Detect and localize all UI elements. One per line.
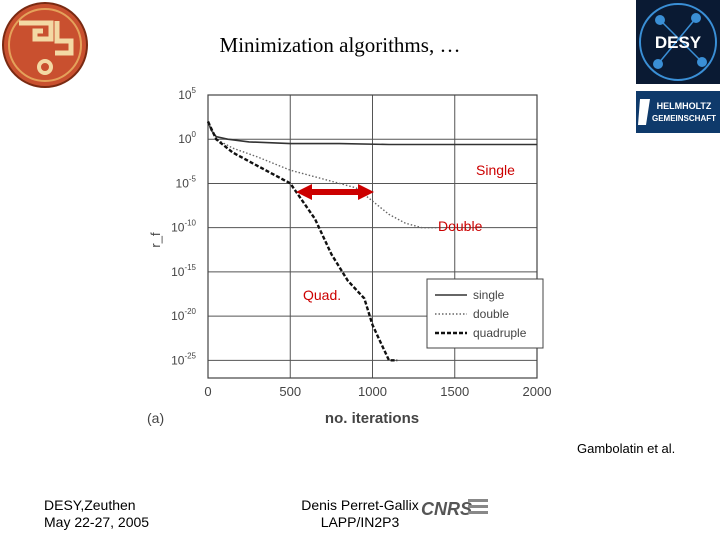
chart-xlabel: no. iterations	[325, 410, 419, 427]
y-tick-label: 10-20	[171, 307, 196, 323]
x-tick-label: 1000	[358, 384, 387, 399]
series-line-double	[207, 121, 439, 229]
legend-box	[426, 278, 544, 349]
legend-label-single: single	[473, 288, 505, 302]
footer-venue: DESY,Zeuthen May 22-27, 2005	[44, 497, 149, 531]
y-tick-label: 105	[178, 86, 196, 102]
chart-annotations: Single Double Quad.	[296, 162, 515, 303]
footer-author-line2: LAPP/IN2P3	[320, 514, 400, 530]
y-tick-label: 10-15	[171, 263, 196, 279]
desy-logo: DESY	[636, 0, 720, 84]
desy-logo-text: DESY	[655, 33, 702, 52]
chart-ylabel: r_f	[148, 232, 163, 248]
chart-legend: single double quadruple	[426, 278, 544, 349]
footer-author: Denis Perret-Gallix LAPP/IN2P3	[300, 497, 420, 531]
y-tick-label: 100	[178, 130, 196, 146]
x-tick-label: 1500	[440, 384, 469, 399]
legend-label-quadruple: quadruple	[473, 326, 527, 340]
x-tick-label: 2000	[523, 384, 552, 399]
plot-frame	[207, 94, 538, 379]
figure-credit: Gambolatin et al.	[577, 441, 676, 456]
slide-title: Minimization algorithms, …	[219, 33, 461, 57]
chart-ticks: 0 500 1000 1500 2000 105 100 10-5 10-10 10-15 10-2…	[171, 86, 551, 399]
helmholtz-logo-line2: GEMEINSCHAFT	[652, 114, 716, 123]
chart-panel-label: (a)	[147, 410, 164, 426]
x-tick-label: 500	[279, 384, 301, 399]
y-tick-label: 10-5	[176, 174, 197, 190]
cnrs-logo-text: CNRS	[421, 499, 472, 519]
annotation-single: Single	[476, 162, 515, 178]
chart-axes	[207, 94, 538, 379]
series-line-quadruple	[206, 120, 398, 362]
footer-venue-line1: DESY,Zeuthen	[44, 497, 136, 513]
annotation-quad: Quad.	[303, 287, 341, 303]
y-tick-label: 10-10	[171, 219, 196, 235]
red-arrow-right-head	[358, 184, 374, 200]
x-tick-label: 0	[204, 384, 211, 399]
university-seal-logo	[2, 2, 88, 88]
chart-series	[206, 120, 537, 362]
y-tick-label: 10-25	[171, 351, 196, 367]
footer-author-line1: Denis Perret-Gallix	[301, 497, 419, 513]
annotation-double: Double	[438, 218, 483, 234]
helmholtz-logo: HELMHOLTZ GEMEINSCHAFT	[636, 91, 720, 133]
helmholtz-logo-line1: HELMHOLTZ	[657, 101, 712, 111]
footer-venue-line2: May 22-27, 2005	[44, 514, 150, 530]
red-arrow-left-head	[296, 184, 312, 200]
legend-label-double: double	[473, 307, 509, 321]
cnrs-logo: CNRS	[421, 499, 488, 519]
